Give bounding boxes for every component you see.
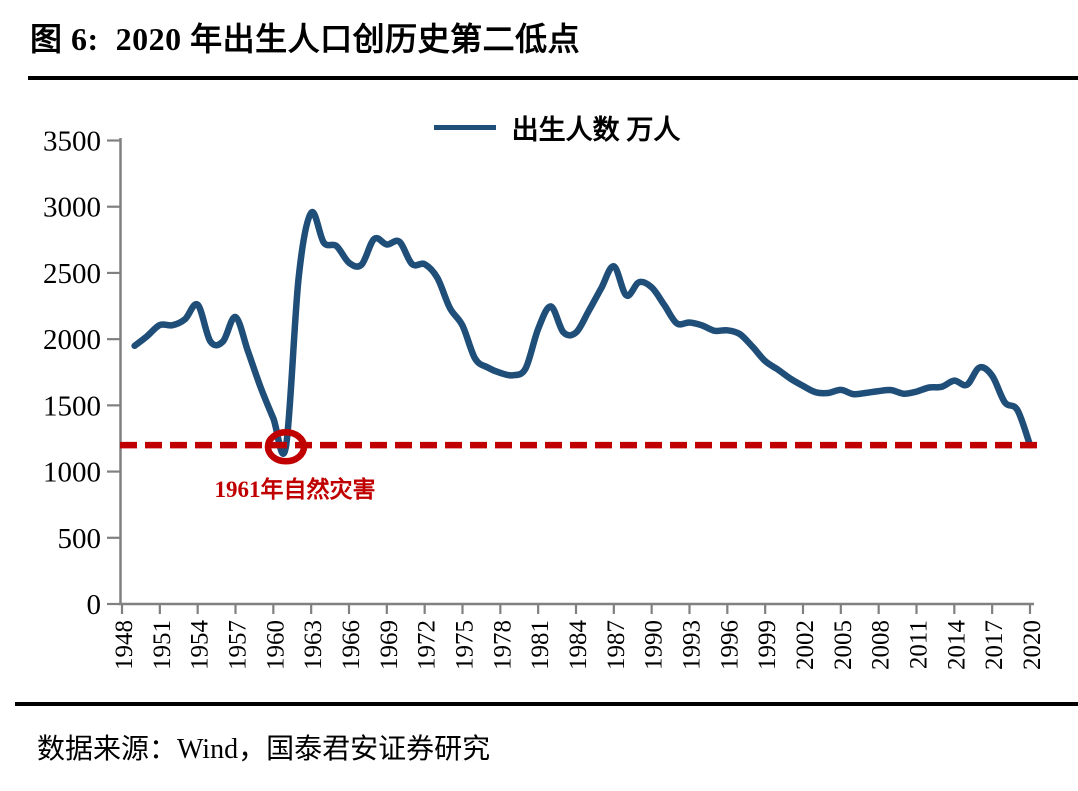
x-axis-label: 2020 xyxy=(1019,620,1046,670)
y-axis-label: 1000 xyxy=(43,457,101,489)
chart-legend: 出生人数 万人 xyxy=(0,108,1078,147)
legend-label: 出生人数 万人 xyxy=(511,115,681,145)
footer-divider xyxy=(15,702,1078,706)
x-axis-label: 2005 xyxy=(830,620,857,670)
x-axis-label: 2017 xyxy=(981,620,1008,670)
x-axis-label: 1978 xyxy=(489,620,516,670)
birth-series-line xyxy=(131,208,1034,458)
event-circle-1961 xyxy=(264,429,308,465)
x-axis-label: 1984 xyxy=(565,620,592,671)
y-axis-label: 0 xyxy=(87,589,102,621)
x-axis-label: 1987 xyxy=(603,620,630,670)
x-axis-label: 1981 xyxy=(527,620,554,670)
y-axis-label: 2500 xyxy=(43,258,101,290)
y-axis-label: 1500 xyxy=(43,390,101,422)
x-axis-label: 1993 xyxy=(678,620,705,670)
x-axis-label: 1999 xyxy=(754,620,781,670)
legend-line-swatch xyxy=(433,125,496,130)
y-axis-label: 3000 xyxy=(43,192,101,224)
data-source: 数据来源：Wind，国泰君安证券研究 xyxy=(37,734,491,765)
x-axis-label: 1957 xyxy=(224,620,251,670)
annotation-1961-disaster: 1961年自然灾害 xyxy=(214,477,376,502)
x-axis-label: 2014 xyxy=(943,620,970,671)
x-axis-label: 1969 xyxy=(376,620,403,670)
title-divider xyxy=(28,76,1078,80)
x-axis-label: 1948 xyxy=(111,620,138,670)
figure-title: 图 6: 2020 年出生人口创历史第二低点 xyxy=(30,21,581,57)
x-axis-label: 1951 xyxy=(149,620,176,670)
x-axis-label: 1966 xyxy=(338,620,365,670)
x-axis-label: 2011 xyxy=(905,620,932,669)
x-axis-label: 1996 xyxy=(716,620,743,670)
x-axis-label: 1960 xyxy=(262,620,289,670)
x-axis-label: 2002 xyxy=(792,620,819,670)
x-axis-label: 1963 xyxy=(300,620,327,670)
x-axis-label: 1990 xyxy=(641,620,668,670)
x-axis-label: 1972 xyxy=(414,620,441,670)
y-axis-label: 500 xyxy=(58,523,102,555)
birth-population-line-chart: 0 500 1000 1500 2000 2500 3000 3500 1948 1951 1954… xyxy=(43,126,1046,671)
y-axis-label: 2000 xyxy=(43,324,101,356)
y-axis-label: 3500 xyxy=(43,126,101,158)
x-axis-label: 1954 xyxy=(187,620,214,671)
x-axis-label: 2008 xyxy=(868,620,895,670)
x-axis-label: 1975 xyxy=(451,620,478,670)
